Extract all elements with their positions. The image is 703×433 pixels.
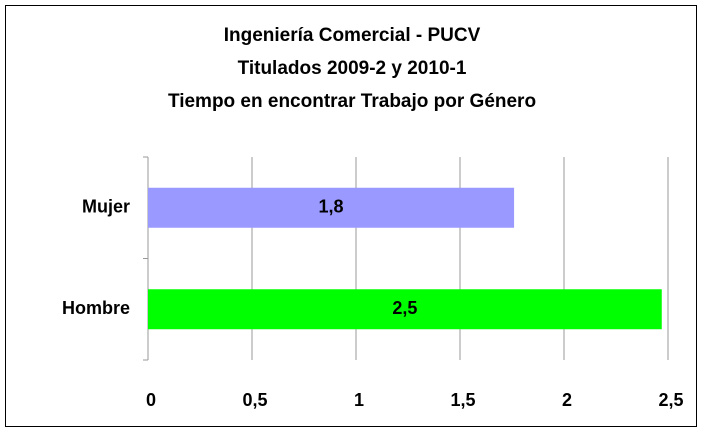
value-label: 1,8 [319, 197, 344, 217]
x-tick-label: 2,5 [658, 390, 683, 410]
value-label: 2,5 [392, 298, 417, 318]
x-tick-label: 0,5 [242, 390, 267, 410]
bar [148, 289, 662, 330]
x-tick-label: 1 [354, 390, 364, 410]
y-tick-label: Mujer [82, 197, 130, 217]
x-tick-label: 1,5 [450, 390, 475, 410]
chart-title: Tiempo en encontrar Trabajo por Género [168, 91, 536, 112]
chart-title: Titulados 2009-2 y 2010-1 [238, 58, 467, 79]
x-tick-label: 2 [562, 390, 572, 410]
bar [148, 187, 515, 228]
y-tick-label: Hombre [62, 298, 130, 318]
chart-title: Ingeniería Comercial - PUCV [224, 25, 481, 46]
x-tick-label: 0 [146, 390, 156, 410]
